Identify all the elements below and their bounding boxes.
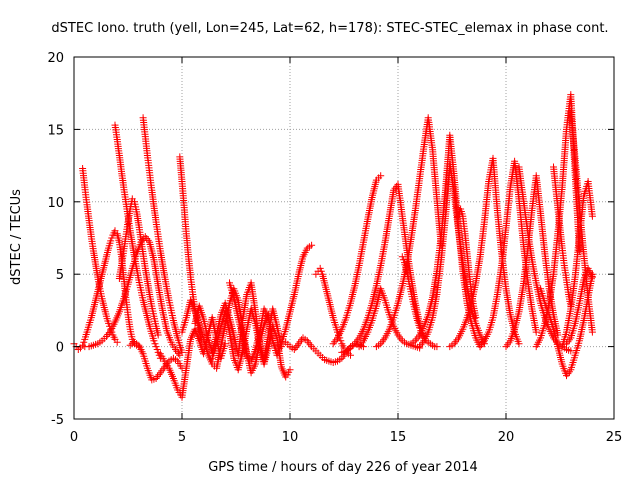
data-point: [532, 328, 540, 336]
data-series: [563, 264, 596, 348]
chart-title: dSTEC Iono. truth (yell, Lon=245, Lat=62…: [51, 21, 608, 36]
data-point: [437, 241, 445, 249]
y-tick-label: 10: [47, 196, 64, 211]
x-tick-label: 25: [606, 430, 623, 445]
data-point: [472, 314, 480, 322]
y-tick-label: -5: [51, 413, 64, 428]
x-axis-label: GPS time / hours of day 226 of year 2014: [208, 460, 478, 475]
x-tick-label: 10: [282, 430, 299, 445]
data-series: [208, 305, 294, 381]
data-point: [515, 340, 523, 348]
data-point: [154, 331, 162, 339]
data-point: [151, 340, 159, 348]
data-point: [347, 351, 354, 359]
x-tick-label: 0: [70, 430, 78, 445]
data-point: [588, 212, 596, 220]
y-axis-label: dSTEC / TECUs: [9, 189, 24, 285]
data-point: [150, 337, 158, 345]
plot-frame: [73, 56, 615, 420]
axis-ticks: [73, 56, 615, 420]
data-point: [153, 346, 161, 353]
y-tick-label: 15: [47, 123, 64, 138]
data-series: [550, 163, 575, 310]
data-point: [80, 338, 88, 346]
data-point: [308, 241, 316, 249]
data-series: [139, 114, 186, 356]
data-series: [312, 264, 354, 359]
data-point: [178, 348, 186, 356]
data-point: [575, 247, 583, 255]
data-point: [337, 337, 345, 345]
data-series: [226, 241, 316, 365]
data-point: [105, 319, 113, 327]
data-point: [588, 273, 596, 281]
y-tick-label: 20: [47, 51, 64, 66]
data-series: [502, 172, 562, 351]
data-series: [416, 160, 488, 351]
data-series: [476, 157, 540, 351]
data-point: [317, 267, 325, 275]
data-point: [588, 328, 596, 336]
data-point: [152, 343, 160, 351]
data-series: [79, 165, 121, 346]
data-point: [377, 172, 385, 180]
data-point: [286, 366, 294, 374]
data-point: [399, 256, 407, 264]
data-series: [567, 108, 596, 336]
axis-tick-labels: 0 5 10 15 20 25 -5 0 5 10 15 20: [47, 51, 622, 445]
x-tick-label: 15: [390, 430, 407, 445]
data-markers: [70, 91, 596, 401]
data-point: [316, 264, 324, 272]
data-point: [108, 234, 116, 242]
y-tick-label: 5: [56, 268, 64, 283]
data-series: [115, 195, 162, 339]
x-tick-label: 20: [498, 430, 515, 445]
data-series: [329, 172, 385, 348]
y-tick-label: 0: [56, 341, 64, 356]
x-tick-label: 5: [178, 430, 186, 445]
data-point: [113, 338, 121, 346]
data-point: [221, 340, 229, 348]
data-point: [398, 253, 406, 261]
data-point: [107, 237, 115, 245]
data-point: [433, 343, 441, 351]
